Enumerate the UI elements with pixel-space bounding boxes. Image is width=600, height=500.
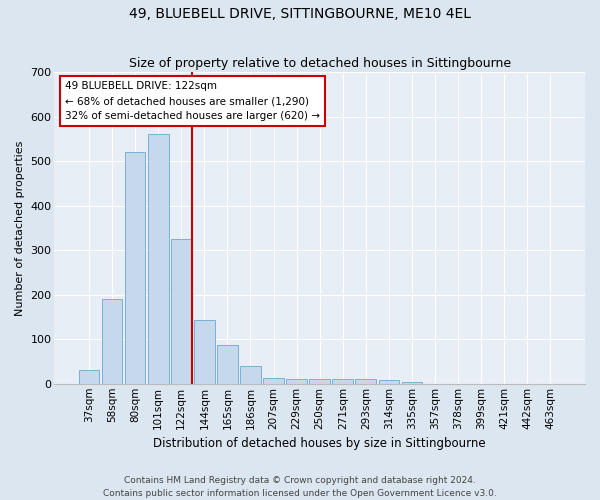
Bar bbox=[286, 380, 307, 384]
Title: Size of property relative to detached houses in Sittingbourne: Size of property relative to detached ho… bbox=[128, 56, 511, 70]
Bar bbox=[79, 370, 100, 384]
Bar bbox=[125, 152, 145, 384]
Bar bbox=[401, 382, 422, 384]
Bar bbox=[217, 345, 238, 384]
Bar bbox=[263, 378, 284, 384]
Bar bbox=[148, 134, 169, 384]
Bar bbox=[379, 380, 400, 384]
Bar bbox=[355, 380, 376, 384]
Bar bbox=[101, 299, 122, 384]
X-axis label: Distribution of detached houses by size in Sittingbourne: Distribution of detached houses by size … bbox=[154, 437, 486, 450]
Text: 49 BLUEBELL DRIVE: 122sqm
← 68% of detached houses are smaller (1,290)
32% of se: 49 BLUEBELL DRIVE: 122sqm ← 68% of detac… bbox=[65, 82, 320, 121]
Bar bbox=[194, 320, 215, 384]
Bar bbox=[332, 380, 353, 384]
Text: 49, BLUEBELL DRIVE, SITTINGBOURNE, ME10 4EL: 49, BLUEBELL DRIVE, SITTINGBOURNE, ME10 … bbox=[129, 8, 471, 22]
Bar bbox=[171, 239, 191, 384]
Bar bbox=[310, 380, 330, 384]
Y-axis label: Number of detached properties: Number of detached properties bbox=[15, 140, 25, 316]
Bar bbox=[240, 366, 261, 384]
Text: Contains HM Land Registry data © Crown copyright and database right 2024.
Contai: Contains HM Land Registry data © Crown c… bbox=[103, 476, 497, 498]
